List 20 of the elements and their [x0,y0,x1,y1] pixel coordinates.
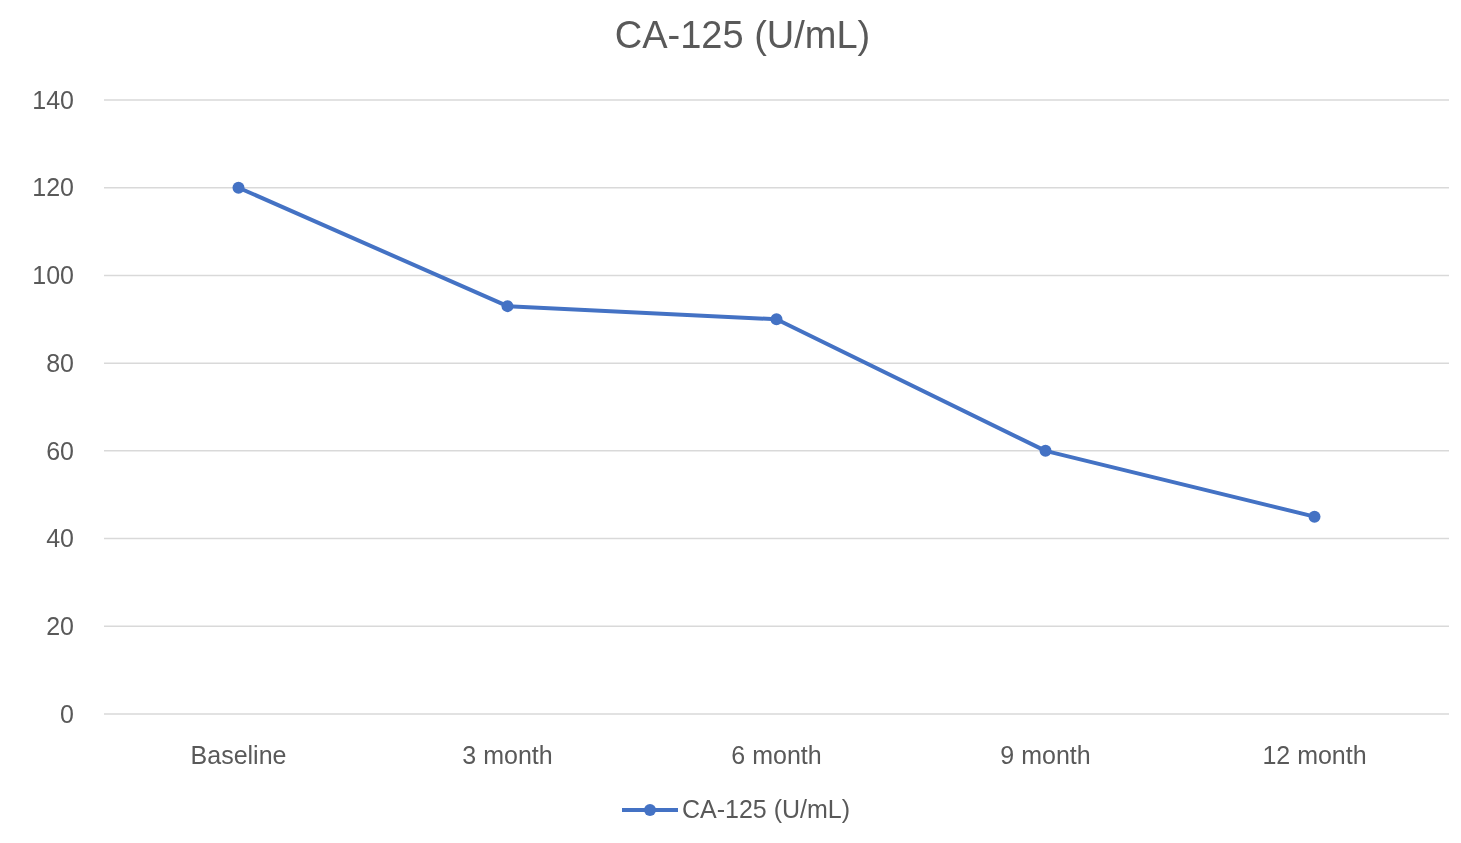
y-tick-label: 140 [32,85,74,114]
point [1039,444,1052,457]
legend-label: CA-125 (U/mL) [682,795,851,823]
point [1308,510,1321,523]
point [232,181,245,194]
x-tick-label: 9 month [1000,741,1091,769]
y-tick-label: 40 [46,524,74,553]
point [770,313,783,326]
y-tick-label: 60 [46,436,74,465]
y-tick-label: 20 [46,612,74,641]
y-tick-label: 80 [46,348,74,377]
chart-title: CA-125 (U/mL) [614,14,871,56]
y-tick-label: 0 [60,699,74,728]
x-tick-label: 6 month [731,741,822,769]
point [501,300,514,313]
y-tick-label: 120 [32,173,74,202]
x-tick-label: Baseline [190,741,287,769]
x-tick-label: 12 month [1262,741,1367,769]
y-tick-label: 100 [32,261,74,290]
x-tick-label: 3 month [462,741,553,769]
